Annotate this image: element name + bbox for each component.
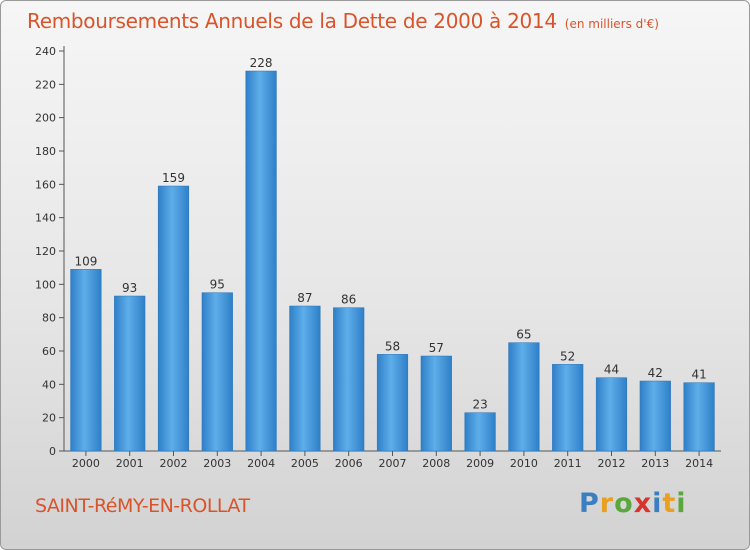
- bar-value-label: 228: [250, 56, 273, 70]
- y-tick-label: 0: [49, 445, 56, 458]
- bar-value-label: 41: [691, 368, 706, 382]
- bar-value-label: 95: [210, 278, 225, 292]
- y-tick-label: 240: [35, 45, 56, 58]
- x-tick-label: 2002: [160, 457, 188, 470]
- bar-value-label: 57: [429, 341, 444, 355]
- x-tick-label: 2003: [203, 457, 231, 470]
- x-tick-label: 2010: [510, 457, 538, 470]
- x-tick-label: 2006: [335, 457, 363, 470]
- chart-title-text: Remboursements Annuels de la Dette de 20…: [27, 9, 557, 33]
- y-tick-label: 100: [35, 278, 56, 291]
- y-tick-label: 140: [35, 212, 56, 225]
- chart-title: Remboursements Annuels de la Dette de 20…: [27, 9, 659, 33]
- chart-axes: 0 20 40 60 80 100 120 140 160 180 200 220 240 2000 200…: [35, 45, 721, 470]
- y-tick-label: 20: [42, 412, 56, 425]
- y-tick-label: 180: [35, 145, 56, 158]
- bar: [245, 70, 277, 452]
- proxiti-logo: Proxiti: [579, 488, 687, 519]
- x-tick-label: 2013: [641, 457, 669, 470]
- logo-letter: t: [662, 488, 677, 519]
- bar-value-label: 109: [74, 254, 97, 268]
- bar: [683, 382, 715, 452]
- y-tick-label: 120: [35, 245, 56, 258]
- chart-bars: 109 93 159 95 228 87 86 58 57 23 65 52 44 42 41: [70, 56, 715, 452]
- x-tick-label: 2000: [72, 457, 100, 470]
- logo-letter: P: [579, 488, 600, 519]
- town-name: SAINT-RéMY-EN-ROLLAT: [35, 495, 250, 517]
- bar: [464, 412, 496, 452]
- bar-value-label: 93: [122, 281, 137, 295]
- y-tick-label: 200: [35, 112, 56, 125]
- bar: [639, 380, 671, 452]
- x-tick-label: 2012: [598, 457, 626, 470]
- bar: [552, 364, 584, 452]
- y-tick-label: 160: [35, 178, 56, 191]
- bar-value-label: 65: [516, 328, 531, 342]
- y-tick-label: 220: [35, 78, 56, 91]
- bar: [201, 292, 233, 452]
- bar-value-label: 23: [472, 398, 487, 412]
- logo-letter: x: [633, 488, 653, 519]
- bar-value-label: 87: [297, 291, 312, 305]
- bar-value-label: 42: [648, 366, 663, 380]
- bar: [420, 355, 452, 452]
- x-tick-label: 2009: [466, 457, 494, 470]
- chart-unit: (en milliers d'€): [564, 17, 659, 31]
- logo-letter: i: [652, 488, 663, 519]
- x-tick-label: 2001: [116, 457, 144, 470]
- bar: [289, 305, 321, 452]
- x-tick-label: 2008: [422, 457, 450, 470]
- y-tick-label: 60: [42, 345, 56, 358]
- x-tick-label: 2004: [247, 457, 275, 470]
- bar-value-label: 44: [604, 363, 619, 377]
- logo-letter: o: [614, 488, 634, 519]
- x-tick-label: 2007: [379, 457, 407, 470]
- bar: [595, 377, 628, 452]
- bar-value-label: 159: [162, 171, 185, 185]
- bar-value-label: 52: [560, 349, 575, 363]
- y-tick-label: 80: [42, 312, 56, 325]
- bar: [157, 185, 190, 452]
- bar: [333, 307, 365, 452]
- bar: [114, 295, 146, 452]
- logo-letter: i: [676, 488, 687, 519]
- logo-letter: r: [599, 488, 615, 519]
- y-tick-label: 40: [42, 378, 56, 391]
- bar-value-label: 58: [385, 339, 400, 353]
- x-tick-label: 2011: [554, 457, 582, 470]
- bar-value-label: 86: [341, 293, 356, 307]
- bar: [508, 342, 540, 452]
- bar: [376, 354, 409, 452]
- bar: [70, 269, 102, 452]
- x-tick-label: 2005: [291, 457, 319, 470]
- x-tick-label: 2014: [685, 457, 713, 470]
